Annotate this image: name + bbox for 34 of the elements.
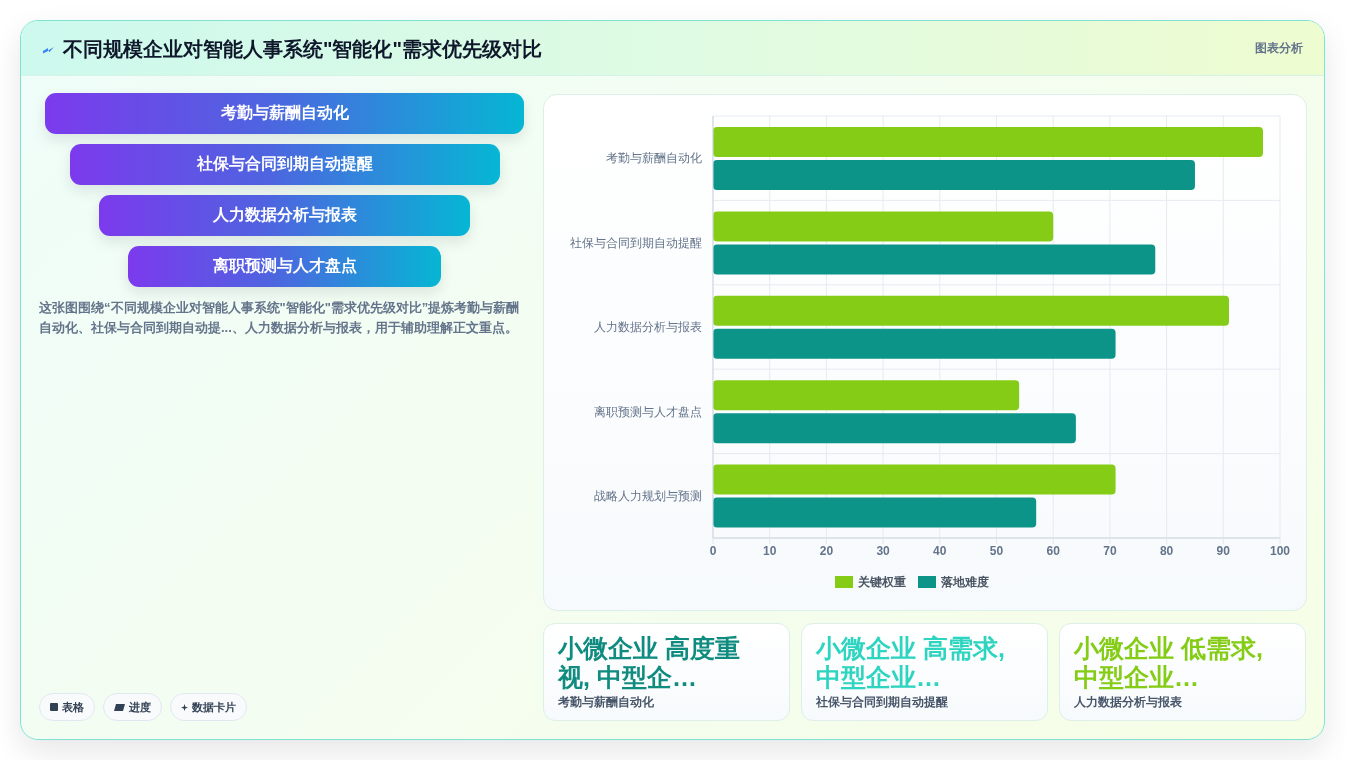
x-tick-label: 0 [709, 543, 717, 558]
text: 小微企业 低需求, 中型企业… [1074, 634, 1264, 692]
x-tick-label: 40 [933, 543, 947, 558]
x-tick-label: 20 [819, 543, 834, 558]
text: 数据卡片 [192, 699, 236, 715]
text: 不同规模企业对智能人事系统"智能化"需求优先级对比 [63, 37, 542, 61]
pill: 社保与合同到期自动提醒 [69, 144, 500, 185]
y-tick-label: 社保与合同到期自动提醒 [570, 235, 702, 250]
text: 图表分析 [1255, 40, 1303, 56]
y-tick-label: 考勤与薪酬自动化 [606, 151, 702, 166]
text: 社保与合同到期自动提醒 [816, 694, 948, 710]
x-tick-label: 10 [763, 543, 777, 558]
legend-label: 落地难度 [940, 573, 989, 591]
x-tick-label: 30 [876, 543, 891, 558]
y-tick-label: 离职预测与人才盘点 [594, 404, 702, 419]
x-tick-label: 50 [989, 543, 1004, 558]
text: 人力数据分析与报表 [1074, 694, 1182, 710]
x-tick-label: 90 [1216, 543, 1231, 558]
x-tick-label: 80 [1159, 543, 1174, 558]
y-tick-label: 人力数据分析与报表 [594, 320, 702, 335]
x-tick-label: 60 [1046, 543, 1061, 558]
x-tick-label: 70 [1103, 543, 1117, 558]
pill: 人力数据分析与报表 [99, 195, 470, 236]
pill: 考勤与薪酬自动化 [45, 93, 524, 134]
text: 小微企业 高需求, 中型企业… [816, 634, 1006, 692]
x-tick-label: 100 [1269, 543, 1291, 558]
legend-label: 关键权重 [857, 573, 906, 591]
text: 小微企业 高度重视, 中型企… [558, 634, 741, 692]
text: 表格 [62, 699, 84, 715]
text: 这张图围绕“不同规模企业对智能人事系统"智能化"需求优先级对比”提炼考勤与薪酬自动化、社保与合同到期自动提...、人力数据分析与报表，用于辅助理解正文重点。 [39, 299, 521, 337]
y-tick-label: 战略人力规划与预测 [594, 489, 702, 504]
pill: 离职预测与人才盘点 [128, 246, 441, 287]
text: 进度 [129, 699, 151, 715]
text: 考勤与薪酬自动化 [558, 694, 654, 710]
